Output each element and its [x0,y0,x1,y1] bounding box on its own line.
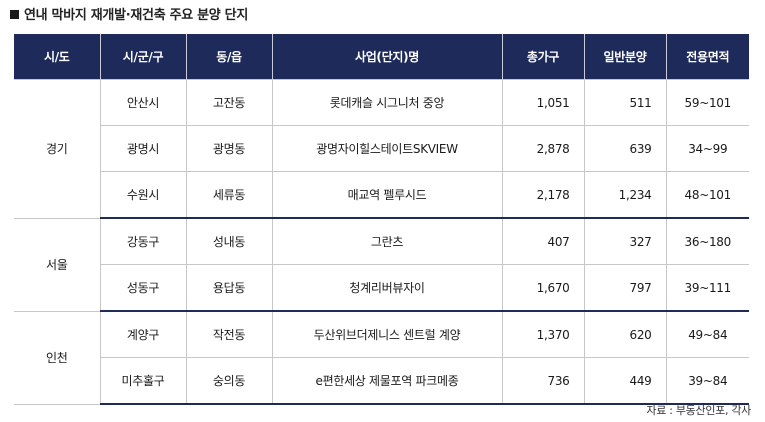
header-row: 시/도 시/군/구 동/읍 사업(단지)명 총가구 일반분양 전용면적 [14,34,749,80]
table-row: 인천 계양구 작전동 두산위브더제니스 센트럴 계양 1,370 620 49~… [14,310,749,405]
project-name-cell: e편한세상 제물포역 파크메종 [271,357,503,405]
dong-cell: 고잔동 [185,79,273,126]
region-cell: 경기 [14,79,101,219]
col-header-dong: 동/읍 [185,34,273,80]
area-cell: 39~111 [665,264,749,312]
table-row: 성동구 용답동 청계리버뷰자이 1,670 797 39~111 [14,264,749,312]
total-units-cell: 1,051 [501,79,585,126]
city-cell: 수원시 [100,171,187,219]
table-row: 미추홀구 숭의동 e편한세상 제물포역 파크메종 736 449 39~84 [14,357,749,405]
project-name-cell: 그란츠 [271,217,503,265]
city-cell: 계양구 [99,310,187,358]
col-header-city: 시/군/구 [99,34,187,80]
area-cell: 49~84 [665,310,749,358]
col-header-total-units: 총가구 [501,34,585,80]
dong-cell: 광명동 [185,125,273,172]
general-sale-cell: 327 [583,217,667,265]
table-row: 광명시 광명동 광명자이힐스테이트SKVIEW 2,878 639 34~99 [14,125,749,172]
city-cell: 성동구 [100,264,187,312]
project-name-cell: 광명자이힐스테이트SKVIEW [271,125,503,172]
project-name-cell: 청계리버뷰자이 [271,264,503,312]
total-units-cell: 1,370 [501,310,585,358]
col-header-general-sale: 일반분양 [583,34,667,80]
col-header-project-name: 사업(단지)명 [271,34,503,80]
project-name-cell: 매교역 펠루시드 [271,171,503,219]
city-cell: 광명시 [100,125,187,172]
area-cell: 39~84 [665,357,749,405]
col-header-area: 전용면적 [665,34,749,80]
complex-table: 시/도 시/군/구 동/읍 사업(단지)명 총가구 일반분양 전용면적 경기 안… [14,34,749,405]
general-sale-cell: 639 [583,125,667,172]
table-title-text: 연내 막바지 재개발·재건축 주요 분양 단지 [24,8,248,23]
total-units-cell: 407 [501,217,585,265]
source-note: 자료 : 부동산인포, 각사 [646,404,751,417]
dong-cell: 성내동 [185,217,273,265]
project-name-cell: 두산위브더제니스 센트럴 계양 [271,310,503,358]
area-cell: 59~101 [665,79,749,126]
city-cell: 안산시 [99,79,187,126]
general-sale-cell: 620 [583,310,667,358]
dong-cell: 용답동 [185,264,273,312]
table-row: 서울 강동구 성내동 그란츠 407 327 36~180 [14,217,749,312]
dong-cell: 숭의동 [185,357,273,405]
general-sale-cell: 511 [583,79,667,126]
general-sale-cell: 1,234 [583,171,667,219]
table-row: 수원시 세류동 매교역 펠루시드 2,178 1,234 48~101 [14,171,749,219]
area-cell: 48~101 [665,171,749,219]
region-cell: 서울 [14,217,101,312]
total-units-cell: 2,878 [501,125,585,172]
table-title: 연내 막바지 재개발·재건축 주요 분양 단지 [10,5,248,27]
city-cell: 미추홀구 [100,357,187,405]
region-cell: 인천 [14,310,101,405]
area-cell: 34~99 [665,125,749,172]
city-cell: 강동구 [99,217,187,265]
total-units-cell: 736 [501,357,585,405]
dong-cell: 작전동 [185,310,273,358]
total-units-cell: 1,670 [501,264,585,312]
square-bullet-icon [10,10,19,19]
table-row: 경기 안산시 고잔동 롯데캐슬 시그니처 중앙 1,051 511 59~101 [14,79,749,219]
area-cell: 36~180 [665,217,749,265]
general-sale-cell: 797 [583,264,667,312]
dong-cell: 세류동 [185,171,273,219]
project-name-cell: 롯데캐슬 시그니처 중앙 [271,79,503,126]
total-units-cell: 2,178 [501,171,585,219]
col-header-province: 시/도 [14,34,101,80]
general-sale-cell: 449 [583,357,667,405]
